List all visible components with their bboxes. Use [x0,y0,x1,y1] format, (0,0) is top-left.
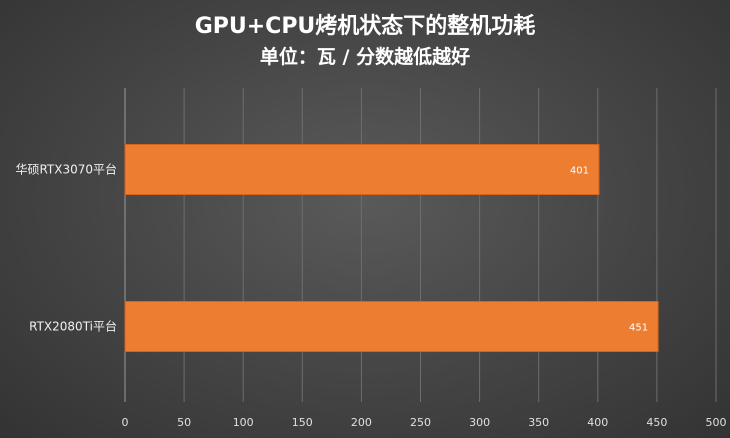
x-tick-label: 450 [646,416,667,429]
data-label: 451 [629,323,648,334]
x-tick-label: 400 [587,416,608,429]
bar [124,301,659,352]
x-tick-label: 150 [292,416,313,429]
category-label: RTX2080Ti平台 [29,319,117,334]
x-tick-label: 200 [351,416,372,429]
x-tick-label: 300 [469,416,490,429]
chart-subtitle: 单位：瓦 / 分数越低越好 [259,46,471,68]
x-tick-label: 500 [706,416,727,429]
category-label: 华硕RTX3070平台 [15,162,117,177]
x-tick-label: 0 [122,416,129,429]
chart-title: GPU+CPU烤机状态下的整机功耗 [194,14,536,39]
x-tick-label: 350 [528,416,549,429]
x-tick-label: 250 [410,416,431,429]
x-tick-label: 50 [177,416,191,429]
bar [124,144,600,195]
data-label: 401 [570,166,589,177]
x-tick-label: 100 [233,416,254,429]
